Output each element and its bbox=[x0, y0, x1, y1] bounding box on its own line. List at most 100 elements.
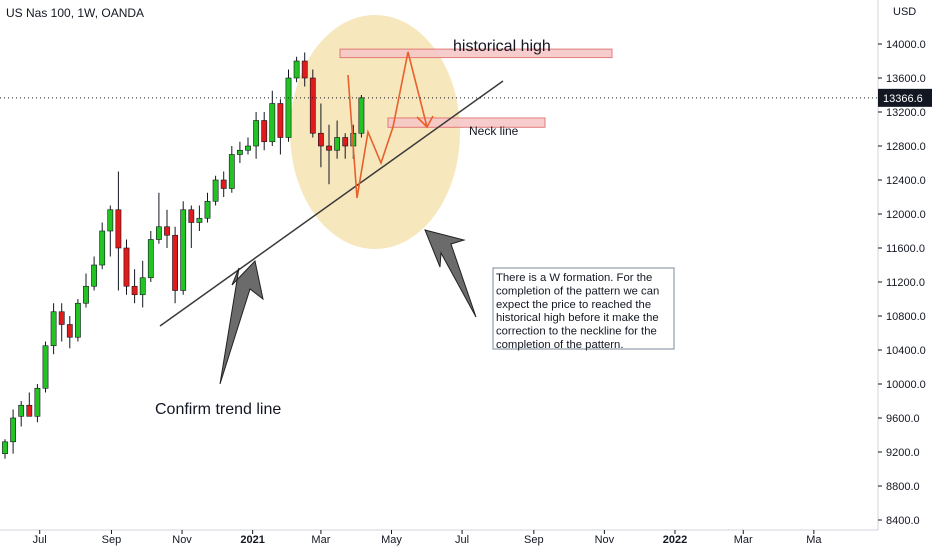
price-tick-label: 12400.0 bbox=[886, 175, 926, 187]
candle bbox=[261, 112, 268, 151]
candle-body-up bbox=[50, 311, 57, 347]
time-tick-label: Jul bbox=[455, 534, 469, 546]
time-tick-label: Sep bbox=[102, 534, 122, 546]
candle-body-up bbox=[237, 149, 243, 155]
candle-body-down bbox=[342, 137, 349, 147]
last-price-tag bbox=[878, 88, 932, 107]
candle bbox=[34, 384, 41, 423]
candle bbox=[180, 201, 187, 295]
candle-body-up bbox=[91, 264, 97, 287]
candle-body-down bbox=[301, 60, 308, 79]
neck-line-zone bbox=[387, 117, 546, 128]
candle-body-down bbox=[66, 324, 73, 338]
trend-line-label: Confirm trend line bbox=[155, 401, 281, 418]
time-tick-label: 2021 bbox=[240, 534, 264, 546]
candle bbox=[334, 120, 340, 159]
candle bbox=[139, 260, 146, 308]
candle bbox=[212, 175, 219, 206]
candle bbox=[156, 192, 162, 244]
price-tick-label: 11600.0 bbox=[886, 243, 925, 255]
candle-body-down bbox=[26, 404, 33, 417]
candle-body-up bbox=[18, 404, 25, 417]
candle-body-down bbox=[309, 77, 316, 134]
candle bbox=[115, 171, 122, 291]
time-tick-label: Mar bbox=[734, 534, 753, 546]
note-box bbox=[492, 267, 675, 350]
symbol-title: US Nas 100, 1W, OANDA bbox=[6, 6, 145, 20]
candle bbox=[253, 112, 259, 159]
candle bbox=[245, 137, 251, 155]
historical-high-label: historical high bbox=[453, 38, 551, 55]
candle-body-down bbox=[131, 285, 138, 296]
candle bbox=[196, 205, 203, 231]
arrow-to-circle bbox=[424, 229, 477, 318]
currency-label: USD bbox=[893, 6, 917, 18]
price-tick-label: 8800.0 bbox=[886, 481, 920, 493]
price-tick-label: 13200.0 bbox=[886, 107, 926, 119]
candle-body-up bbox=[99, 230, 106, 266]
candle bbox=[2, 439, 8, 459]
candle-body-up bbox=[334, 137, 340, 151]
time-tick-label: Nov bbox=[172, 534, 192, 546]
candle bbox=[277, 99, 284, 155]
candle bbox=[237, 141, 243, 163]
candle-body-down bbox=[317, 132, 324, 147]
candle bbox=[301, 52, 308, 87]
candle bbox=[188, 205, 195, 248]
candle-body-up bbox=[83, 285, 89, 304]
price-tick-label: 9600.0 bbox=[886, 413, 920, 425]
candle-body-up bbox=[269, 103, 276, 143]
candle bbox=[220, 171, 227, 197]
price-tick-label: 9200.0 bbox=[886, 447, 920, 459]
time-tick-label: May bbox=[381, 534, 402, 546]
candle-body-up bbox=[156, 226, 162, 240]
time-tick-label: Jul bbox=[33, 534, 47, 546]
candle bbox=[91, 256, 97, 291]
candle-body-up bbox=[10, 417, 16, 443]
candle-body-up bbox=[212, 179, 219, 202]
candle bbox=[107, 205, 114, 257]
candle-body-down bbox=[188, 209, 195, 223]
candle bbox=[42, 341, 49, 393]
arrow-to-trend-line bbox=[219, 259, 264, 385]
candle-body-up bbox=[228, 154, 235, 189]
candle bbox=[293, 56, 300, 83]
candle bbox=[309, 69, 316, 138]
candle-body-up bbox=[293, 60, 300, 79]
candle bbox=[58, 303, 65, 342]
candle bbox=[228, 146, 235, 193]
time-tick-label: Ma bbox=[806, 534, 822, 546]
candle bbox=[326, 124, 332, 185]
price-tick-label: 13600.0 bbox=[886, 73, 926, 85]
candle bbox=[10, 409, 16, 454]
candle bbox=[269, 90, 276, 146]
candle-body-down bbox=[277, 103, 284, 138]
candle bbox=[147, 231, 154, 282]
note-text: There is a W formation. For the completio… bbox=[496, 272, 659, 351]
candle bbox=[131, 269, 138, 304]
time-tick-label: 2022 bbox=[663, 534, 687, 546]
price-tick-label: 11200.0 bbox=[886, 277, 925, 289]
candle bbox=[83, 273, 89, 308]
historical-high-zone bbox=[339, 48, 613, 59]
candle bbox=[66, 316, 73, 349]
candle-body-down bbox=[164, 226, 170, 236]
candle bbox=[99, 222, 106, 270]
candle bbox=[358, 95, 365, 138]
w-pattern-highlight-circle bbox=[290, 15, 460, 249]
candle-body-down bbox=[58, 311, 65, 325]
projection-arrow-head bbox=[416, 115, 434, 129]
candle-body-down bbox=[220, 179, 227, 189]
candle bbox=[342, 133, 349, 159]
candle-body-up bbox=[285, 77, 292, 138]
time-tick-label: Nov bbox=[595, 534, 615, 546]
price-tick-label: 12000.0 bbox=[886, 209, 926, 221]
candle bbox=[164, 209, 170, 248]
candle-body-up bbox=[147, 239, 154, 279]
candle bbox=[172, 226, 178, 304]
candle bbox=[75, 299, 81, 342]
candle-body-up bbox=[180, 209, 187, 291]
price-tick-label: 10000.0 bbox=[886, 379, 926, 391]
candle-body-down bbox=[261, 120, 268, 143]
